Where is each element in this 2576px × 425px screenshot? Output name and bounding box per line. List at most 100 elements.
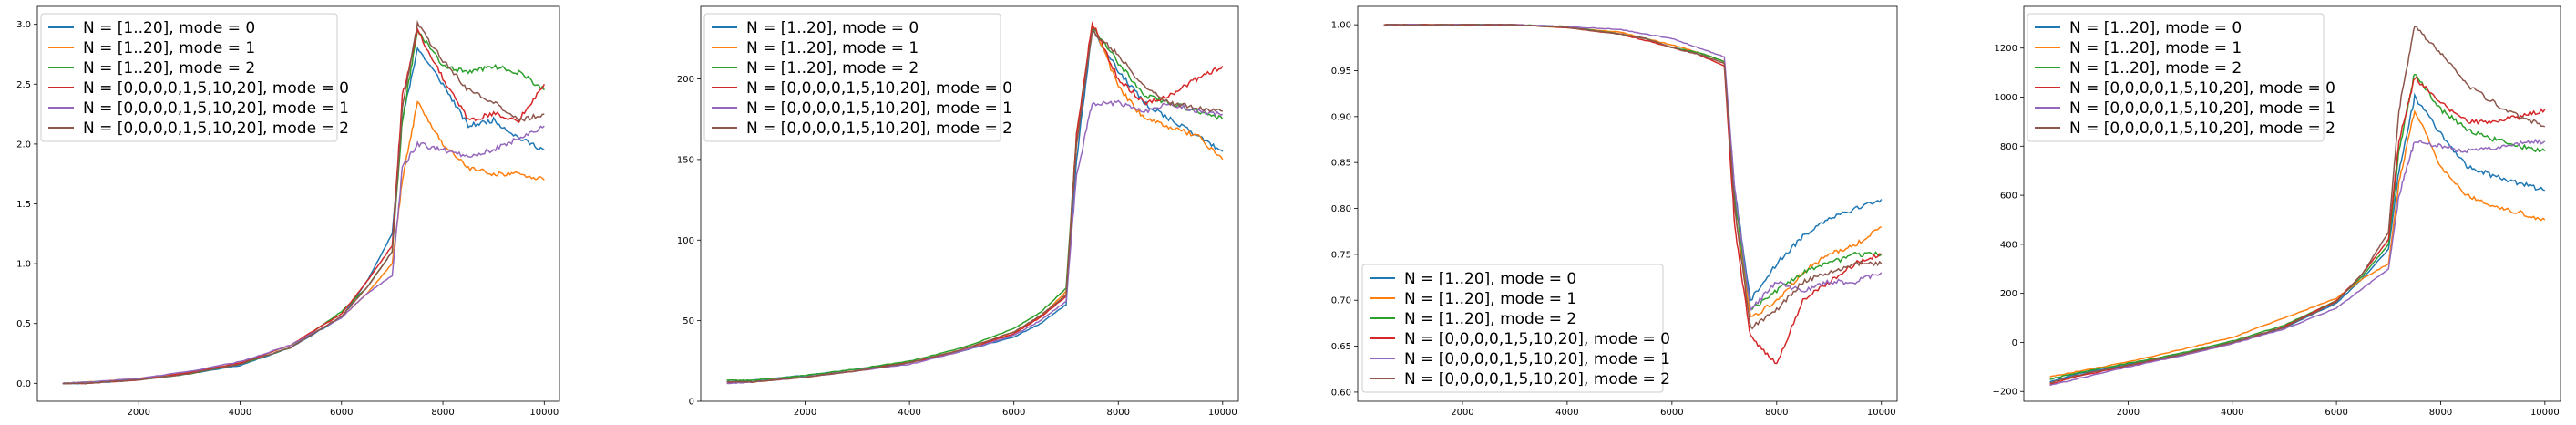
legend-label: N = [0,0,0,0,1,5,10,20], mode = 0 bbox=[746, 79, 1012, 98]
legend: N = [1..20], mode = 0 N = [1..20], mode =… bbox=[703, 13, 1012, 142]
y-tick-label: 0.60 bbox=[1331, 388, 1351, 398]
legend-label: N = [1..20], mode = 2 bbox=[2069, 59, 2242, 78]
legend-label: N = [1..20], mode = 1 bbox=[2069, 39, 2242, 57]
y-tick-label: 0.65 bbox=[1331, 342, 1351, 352]
series-line-5 bbox=[62, 125, 545, 385]
y-tick-label: 1.00 bbox=[1331, 21, 1351, 31]
series-line-6 bbox=[62, 19, 545, 385]
legend-label: N = [0,0,0,0,1,5,10,20], mode = 1 bbox=[2069, 99, 2335, 118]
legend-label: N = [1..20], mode = 1 bbox=[746, 39, 919, 57]
chart-panel-3: 2000 4000 6000 8000 10000 0.60 0.65 0.70 0.75 0.8… bbox=[1331, 5, 1898, 418]
y-tick-label: 1.0 bbox=[16, 260, 31, 270]
y-tick-label: 0.70 bbox=[1331, 296, 1351, 306]
axes-frame bbox=[2023, 5, 2561, 402]
legend-label: N = [0,0,0,0,1,5,10,20], mode = 0 bbox=[2069, 79, 2335, 98]
legend-label: N = [0,0,0,0,1,5,10,20], mode = 1 bbox=[83, 99, 349, 118]
x-tick-label: 2000 bbox=[128, 408, 150, 418]
y-tick-label: 150 bbox=[677, 155, 694, 165]
x-tick-label: 10000 bbox=[1867, 408, 1896, 418]
legend-label: N = [1..20], mode = 2 bbox=[746, 59, 919, 78]
y-tick-label: 0 bbox=[2012, 338, 2017, 348]
y-tick-label: 800 bbox=[2000, 142, 2017, 152]
y-tick-label: 1.5 bbox=[16, 200, 31, 210]
legend-label: N = [0,0,0,0,1,5,10,20], mode = 2 bbox=[2069, 119, 2335, 138]
y-tick-label: −200 bbox=[1993, 388, 2017, 398]
x-tick-label: 6000 bbox=[1002, 408, 1025, 418]
x-tick-label: 6000 bbox=[330, 408, 353, 418]
x-tick-label: 10000 bbox=[529, 408, 559, 418]
legend-label: N = [0,0,0,0,1,5,10,20], mode = 2 bbox=[1404, 370, 1670, 389]
y-tick-label: 0 bbox=[689, 398, 694, 408]
x-tick-label: 8000 bbox=[1765, 408, 1788, 418]
chart-panel-4: 2000 4000 6000 8000 10000 −200 0 200 400 600 800 10… bbox=[1993, 5, 2561, 418]
x-tick-label: 8000 bbox=[431, 408, 454, 418]
legend-label: N = [1..20], mode = 2 bbox=[1404, 310, 1576, 328]
x-tick-label: 6000 bbox=[2325, 408, 2347, 418]
series-line-5 bbox=[2049, 138, 2546, 387]
legend-frame bbox=[40, 13, 338, 142]
legend-label: N = [1..20], mode = 0 bbox=[2069, 19, 2242, 37]
x-tick-label: 10000 bbox=[2530, 408, 2560, 418]
legend-label: N = [0,0,0,0,1,5,10,20], mode = 1 bbox=[746, 99, 1012, 118]
y-tick-label: 1000 bbox=[1995, 93, 2017, 103]
y-tick-label: 0.80 bbox=[1331, 204, 1351, 214]
x-tick-label: 2000 bbox=[794, 408, 816, 418]
legend-label: N = [0,0,0,0,1,5,10,20], mode = 0 bbox=[83, 79, 349, 98]
y-tick-label: 50 bbox=[682, 316, 694, 327]
x-tick-label: 4000 bbox=[898, 408, 920, 418]
y-tick-label: 400 bbox=[2000, 240, 2017, 250]
legend-label: N = [1..20], mode = 0 bbox=[746, 19, 919, 37]
legend-frame bbox=[2027, 13, 2325, 142]
y-tick-label: 0.85 bbox=[1331, 159, 1351, 169]
legend-frame bbox=[703, 13, 1001, 142]
legend: N = [1..20], mode = 0 N = [1..20], mode =… bbox=[1361, 264, 1670, 393]
series-line-3 bbox=[2049, 73, 2546, 380]
legend-label: N = [1..20], mode = 0 bbox=[83, 19, 255, 37]
series-line-2 bbox=[62, 100, 545, 385]
x-tick-label: 4000 bbox=[2221, 408, 2243, 418]
legend: N = [1..20], mode = 0 N = [1..20], mode =… bbox=[2027, 13, 2335, 142]
x-tick-label: 8000 bbox=[1107, 408, 1130, 418]
y-tick-label: 3.0 bbox=[16, 20, 31, 30]
series-line-1 bbox=[1383, 23, 1883, 302]
legend-label: N = [0,0,0,0,1,5,10,20], mode = 1 bbox=[1404, 350, 1670, 368]
legend-frame bbox=[1361, 264, 1664, 393]
y-tick-label: 0.5 bbox=[16, 319, 31, 329]
y-tick-label: 600 bbox=[2000, 192, 2017, 202]
x-tick-label: 6000 bbox=[1660, 408, 1683, 418]
y-tick-label: 0.90 bbox=[1331, 112, 1351, 122]
legend-label: N = [0,0,0,0,1,5,10,20], mode = 2 bbox=[83, 119, 349, 138]
legend-label: N = [0,0,0,0,1,5,10,20], mode = 2 bbox=[746, 119, 1012, 138]
axes-frame bbox=[700, 5, 1239, 402]
legend: N = [1..20], mode = 0 N = [1..20], mode =… bbox=[40, 13, 349, 142]
y-tick-label: 0.95 bbox=[1331, 67, 1351, 77]
legend-label: N = [1..20], mode = 1 bbox=[83, 39, 255, 57]
x-tick-label: 2000 bbox=[1451, 408, 1473, 418]
chart-panel-2: 2000 4000 6000 8000 10000 0 50 100 150 200 N = [1.… bbox=[677, 5, 1239, 418]
x-tick-label: 4000 bbox=[1555, 408, 1578, 418]
y-tick-label: 0.0 bbox=[16, 379, 31, 389]
legend-label: N = [1..20], mode = 1 bbox=[1404, 290, 1576, 308]
series-line-2 bbox=[2049, 109, 2546, 378]
x-tick-label: 8000 bbox=[2429, 408, 2452, 418]
chart-panel-1: 2000 4000 6000 8000 10000 0.0 0.5 1.0 1.5 2.0 2.5 3… bbox=[16, 5, 560, 418]
legend-label: N = [0,0,0,0,1,5,10,20], mode = 0 bbox=[1404, 330, 1670, 348]
series-line-6 bbox=[1383, 23, 1883, 330]
axes-frame bbox=[1357, 5, 1898, 402]
legend-label: N = [1..20], mode = 0 bbox=[1404, 270, 1576, 288]
x-tick-label: 2000 bbox=[2117, 408, 2140, 418]
y-tick-label: 1200 bbox=[1995, 44, 2017, 54]
y-tick-label: 200 bbox=[2000, 289, 2017, 299]
series-line-6 bbox=[726, 28, 1223, 383]
x-tick-label: 4000 bbox=[229, 408, 251, 418]
y-tick-label: 200 bbox=[677, 75, 694, 85]
y-tick-label: 0.75 bbox=[1331, 250, 1351, 260]
y-tick-label: 2.5 bbox=[16, 80, 31, 90]
series-line-6 bbox=[2049, 26, 2546, 384]
x-tick-label: 10000 bbox=[1208, 408, 1237, 418]
legend-label: N = [1..20], mode = 2 bbox=[83, 59, 255, 78]
y-tick-label: 2.0 bbox=[16, 140, 31, 150]
series-line-5 bbox=[726, 99, 1224, 385]
y-tick-label: 100 bbox=[677, 236, 694, 246]
